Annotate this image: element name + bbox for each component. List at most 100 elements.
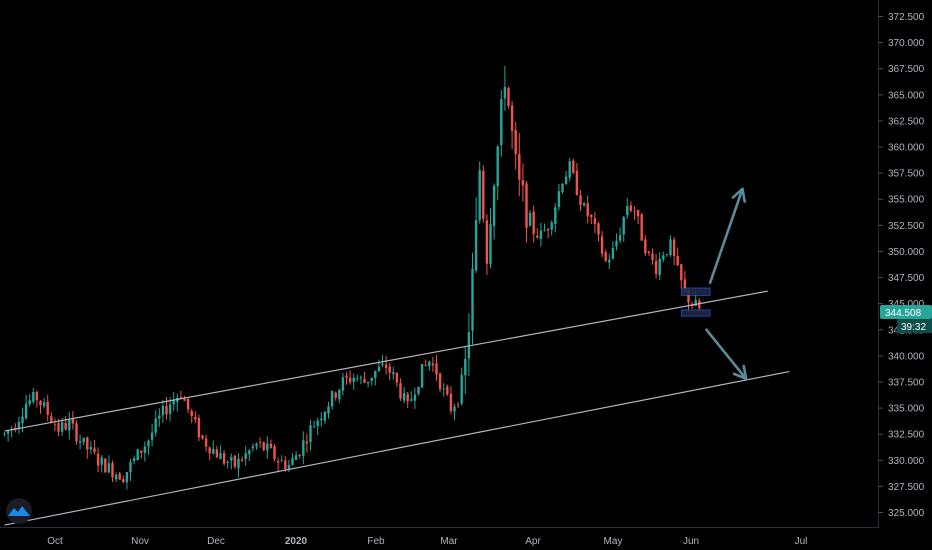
candle-body bbox=[629, 205, 633, 211]
candle-body bbox=[453, 406, 456, 412]
candle-body bbox=[168, 404, 172, 414]
candle-body bbox=[237, 458, 240, 469]
candle-body bbox=[107, 463, 111, 473]
candle-body bbox=[370, 377, 373, 381]
candle-body bbox=[395, 372, 399, 383]
candle-body bbox=[230, 457, 233, 461]
candle-body bbox=[197, 417, 201, 438]
candle-body bbox=[186, 398, 190, 410]
arrow-line[interactable] bbox=[708, 187, 744, 285]
candle-body bbox=[539, 230, 543, 240]
candle-body bbox=[154, 418, 157, 433]
candle-body bbox=[417, 386, 420, 394]
x-tick-label: Oct bbox=[47, 536, 63, 547]
zone-rectangle[interactable] bbox=[680, 287, 711, 296]
y-tick-label: 367.500 bbox=[888, 64, 925, 75]
candle-body bbox=[46, 401, 49, 415]
candle-body bbox=[305, 441, 309, 444]
candle-body bbox=[586, 203, 589, 217]
x-tick-label: Jun bbox=[683, 536, 699, 547]
candle-body bbox=[57, 423, 60, 432]
candle-body bbox=[240, 459, 244, 461]
x-tick-label: Feb bbox=[367, 536, 385, 547]
y-tick-label: 365.000 bbox=[888, 90, 925, 101]
candle-body bbox=[381, 363, 384, 365]
candle-body bbox=[561, 184, 564, 193]
arrow-head[interactable] bbox=[732, 364, 748, 381]
candle-body bbox=[564, 176, 568, 185]
candle-body bbox=[478, 170, 481, 221]
candle-body bbox=[64, 423, 67, 430]
candle-body bbox=[413, 394, 417, 401]
candle-body bbox=[363, 378, 366, 383]
candle-body bbox=[676, 255, 679, 266]
channel-lower-line[interactable] bbox=[4, 370, 790, 526]
x-tick-label: Jul bbox=[795, 536, 808, 547]
candle-body bbox=[359, 377, 363, 379]
last-price-label: 344.508 bbox=[885, 308, 922, 319]
candle-body bbox=[496, 146, 499, 187]
time-axis[interactable]: Oct Nov Dec 2020 Feb Mar Apr May Jun Jul bbox=[47, 536, 807, 547]
candle-body bbox=[266, 443, 269, 451]
y-tick-label: 372.500 bbox=[888, 12, 925, 23]
y-tick-label: 340.000 bbox=[888, 351, 925, 362]
candle-body bbox=[518, 153, 521, 180]
x-tick-label: Mar bbox=[440, 536, 458, 547]
candle-body bbox=[244, 453, 247, 460]
candle-body bbox=[618, 235, 622, 241]
arrow-line[interactable] bbox=[705, 328, 748, 381]
candle-body bbox=[644, 239, 647, 254]
y-tick-label: 345.000 bbox=[888, 299, 925, 310]
candle-body bbox=[122, 479, 125, 483]
candle-body bbox=[140, 450, 143, 453]
candle-body bbox=[150, 432, 154, 440]
candle-body bbox=[60, 422, 64, 432]
y-tick-label: 362.500 bbox=[888, 116, 925, 127]
candle-body bbox=[593, 218, 597, 225]
y-tick-label: 325.000 bbox=[888, 508, 925, 519]
candle-body bbox=[514, 130, 517, 155]
candle-body bbox=[287, 465, 291, 471]
channel-lines[interactable] bbox=[4, 290, 790, 526]
candle-body bbox=[222, 453, 226, 464]
channel-upper-line[interactable] bbox=[4, 290, 768, 432]
candle-body bbox=[68, 419, 71, 431]
candle-body bbox=[446, 386, 449, 395]
candle-body bbox=[233, 455, 237, 467]
drawings-layer[interactable] bbox=[680, 187, 748, 381]
candle-body bbox=[309, 425, 312, 442]
candle-body bbox=[114, 474, 118, 480]
candle-body bbox=[118, 473, 121, 480]
candle-body bbox=[219, 453, 222, 460]
candle-body bbox=[665, 254, 669, 256]
candle-body bbox=[694, 300, 697, 306]
candle-body bbox=[269, 443, 273, 448]
y-tick-label: 347.500 bbox=[888, 273, 925, 284]
candle-body bbox=[78, 441, 82, 443]
candle-body bbox=[32, 392, 35, 402]
candle-body bbox=[460, 374, 463, 404]
arrow-head[interactable] bbox=[731, 187, 746, 203]
candle-body bbox=[536, 235, 539, 238]
zone-rectangle[interactable] bbox=[680, 309, 711, 317]
candle-body bbox=[172, 400, 175, 405]
candle-body bbox=[521, 179, 525, 186]
x-tick-label: May bbox=[604, 536, 623, 547]
candle-body bbox=[86, 437, 89, 450]
y-tick-label: 332.500 bbox=[888, 430, 925, 441]
y-tick-label: 352.500 bbox=[888, 221, 925, 232]
candle-body bbox=[158, 415, 161, 419]
logo-icon[interactable] bbox=[6, 498, 32, 524]
candle-body bbox=[96, 453, 100, 466]
candle-body bbox=[579, 195, 582, 206]
candle-body bbox=[302, 440, 305, 457]
candle-body bbox=[208, 447, 211, 454]
candle-body bbox=[471, 268, 474, 331]
candle-body bbox=[341, 377, 345, 391]
candle-body bbox=[608, 259, 611, 263]
candle-body bbox=[507, 87, 510, 106]
price-axis[interactable]: 325.000 327.500 330.000 332.500 335.000 337.5… bbox=[878, 12, 925, 519]
candle-body bbox=[183, 398, 186, 401]
candle-body bbox=[294, 455, 298, 460]
